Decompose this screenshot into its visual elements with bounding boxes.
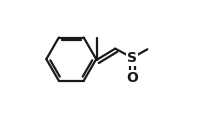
- Text: S: S: [127, 51, 137, 65]
- Text: O: O: [126, 71, 138, 85]
